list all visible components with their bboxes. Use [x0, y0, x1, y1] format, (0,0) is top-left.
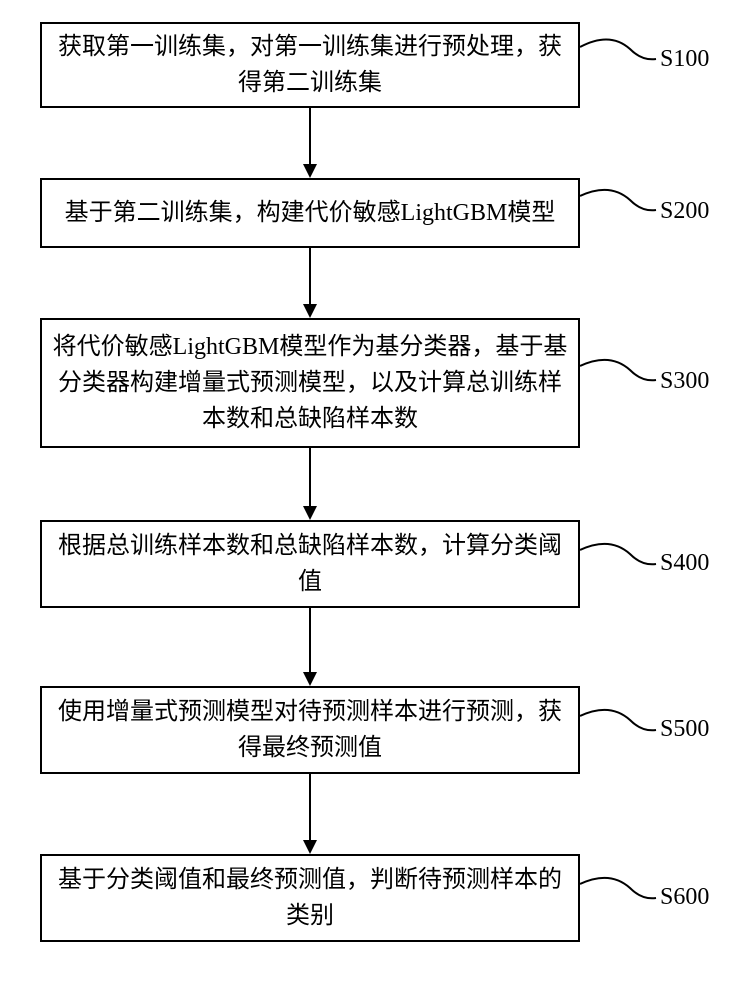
step-text-s100: 获取第一训练集，对第一训练集进行预处理，获得第二训练集	[42, 25, 578, 105]
step-box-s200: 基于第二训练集，构建代价敏感LightGBM模型	[40, 178, 580, 248]
arrow-head-3	[303, 506, 317, 520]
arrow-line-3	[309, 448, 311, 506]
step-label-s500: S500	[660, 716, 709, 743]
arrow-line-5	[309, 774, 311, 840]
step-box-s600: 基于分类阈值和最终预测值，判断待预测样本的类别	[40, 854, 580, 942]
step-text-s600: 基于分类阈值和最终预测值，判断待预测样本的类别	[42, 858, 578, 938]
arrow-head-2	[303, 304, 317, 318]
label-connector-s400	[580, 540, 660, 580]
label-connector-s200	[580, 186, 660, 226]
arrow-line-4	[309, 608, 311, 672]
step-box-s500: 使用增量式预测模型对待预测样本进行预测，获得最终预测值	[40, 686, 580, 774]
label-connector-s100	[580, 35, 660, 75]
label-connector-s500	[580, 706, 660, 746]
step-text-s400: 根据总训练样本数和总缺陷样本数，计算分类阈值	[42, 524, 578, 604]
step-box-s300: 将代价敏感LightGBM模型作为基分类器，基于基分类器构建增量式预测模型，以及…	[40, 318, 580, 448]
step-box-s100: 获取第一训练集，对第一训练集进行预处理，获得第二训练集	[40, 22, 580, 108]
step-label-s100: S100	[660, 46, 709, 73]
step-label-s300: S300	[660, 368, 709, 395]
step-label-s400: S400	[660, 550, 709, 577]
arrow-line-2	[309, 248, 311, 304]
label-connector-s600	[580, 874, 660, 914]
step-label-s600: S600	[660, 884, 709, 911]
step-box-s400: 根据总训练样本数和总缺陷样本数，计算分类阈值	[40, 520, 580, 608]
arrow-head-4	[303, 672, 317, 686]
arrow-head-1	[303, 164, 317, 178]
arrow-line-1	[309, 108, 311, 164]
step-text-s200: 基于第二训练集，构建代价敏感LightGBM模型	[57, 191, 564, 235]
label-connector-s300	[580, 356, 660, 396]
step-text-s500: 使用增量式预测模型对待预测样本进行预测，获得最终预测值	[42, 690, 578, 770]
flowchart-canvas: 获取第一训练集，对第一训练集进行预处理，获得第二训练集 S100 基于第二训练集…	[0, 0, 749, 1000]
arrow-head-5	[303, 840, 317, 854]
step-label-s200: S200	[660, 198, 709, 225]
step-text-s300: 将代价敏感LightGBM模型作为基分类器，基于基分类器构建增量式预测模型，以及…	[42, 325, 578, 441]
